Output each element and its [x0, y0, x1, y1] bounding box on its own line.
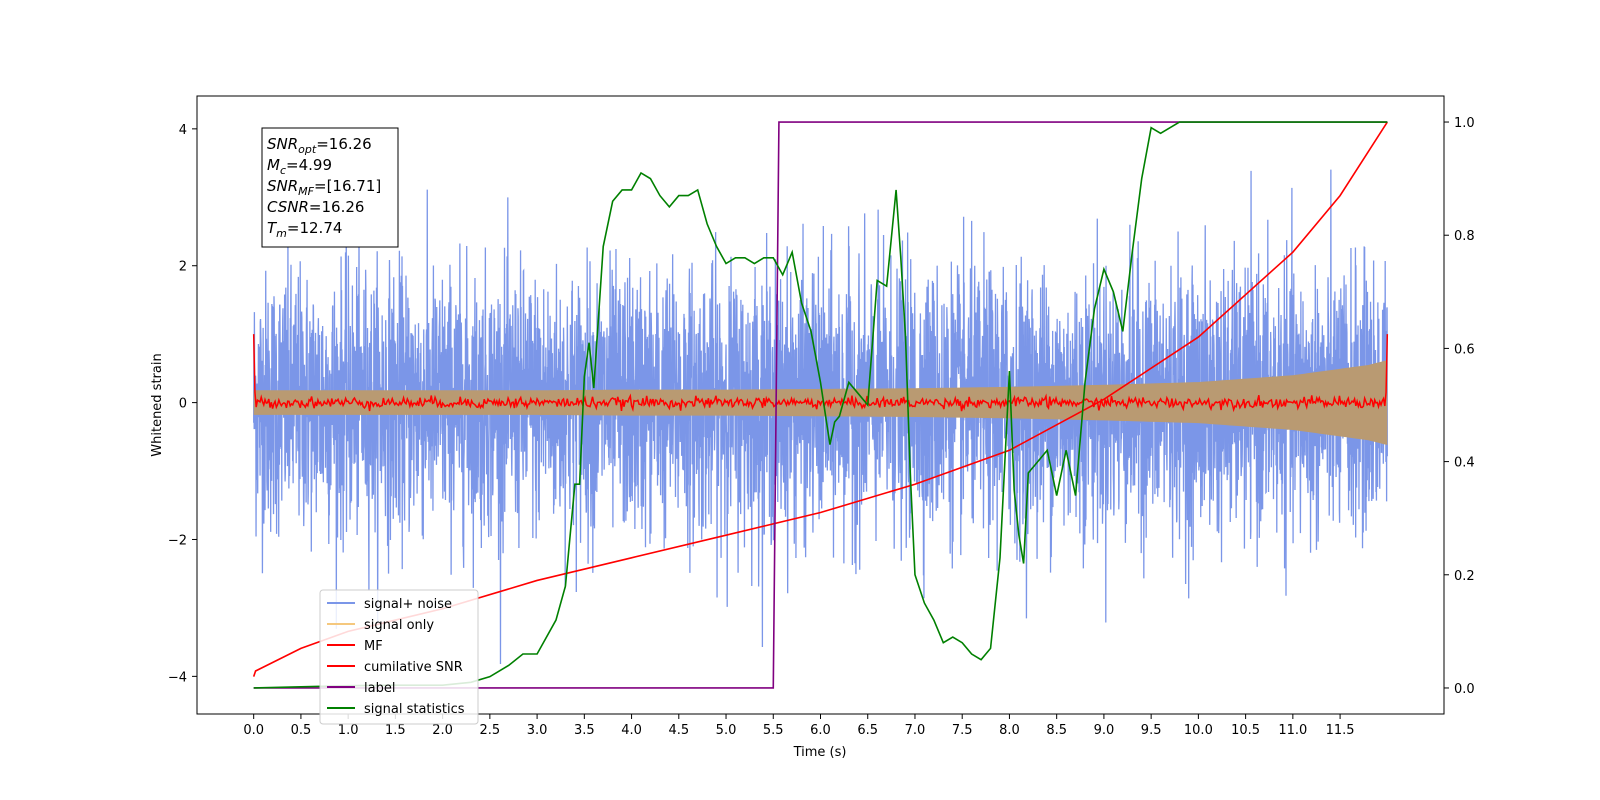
x-tick-label: 5.0: [716, 723, 737, 738]
y2-tick-label: 0.2: [1454, 569, 1475, 584]
legend-label-cumilative-snr: cumilative SNR: [364, 660, 463, 675]
legend-label-signal-noise: signal+ noise: [364, 597, 452, 612]
y2-tick-label: 0.6: [1454, 342, 1475, 357]
y-axis-right: 1.0 0.8 0.6 0.4 0.2 0.0: [1444, 116, 1475, 697]
x-tick-label: 0.0: [243, 723, 264, 738]
legend-frame: [319, 589, 479, 725]
x-tick-label: 10.0: [1184, 723, 1213, 738]
y2-tick-label: 0.4: [1454, 456, 1475, 471]
legend-label-signal-only: signal only: [364, 618, 434, 633]
x-tick-label: 11.0: [1278, 723, 1307, 738]
y2-tick-label: 0.8: [1454, 229, 1475, 244]
stats-line-snr-opt: SNRopt=16.26: [267, 135, 372, 156]
stats-box-frame: [261, 127, 399, 248]
stats-line-csnr-value: CSNR=16.26: [267, 198, 364, 216]
x-tick-label: 6.5: [857, 723, 878, 738]
x-tick-label: 2.5: [480, 723, 501, 738]
x-tick-label: 6.0: [810, 723, 831, 738]
x-axis: 0.0 0.5 1.0 1.5 2.0 2.5 3.0 3.5 4.0 4.5 5.0 5.5 6.0 6…: [243, 714, 1355, 738]
x-tick-label: 0.5: [291, 723, 312, 738]
x-tick-label: 10.5: [1231, 723, 1260, 738]
y-axis-label: Whitened strain: [150, 353, 165, 456]
series-mf-line: [252, 334, 1389, 413]
x-axis-label: Time (s): [793, 745, 847, 760]
series-label-line: [253, 121, 1388, 689]
stats-annotation-box: SNRopt=16.26Mc=4.99SNRMF=[16.71]CSNR=16.…: [261, 127, 399, 248]
x-tick-label: 4.0: [621, 723, 642, 738]
y-tick-label: −4: [168, 670, 187, 685]
y-axis-left: 4 2 0 −2 −4: [168, 123, 197, 685]
x-tick-label: 7.0: [905, 723, 926, 738]
x-tick-label: 5.5: [763, 723, 784, 738]
x-tick-label: 8.5: [1046, 723, 1067, 738]
x-tick-label: 1.5: [385, 723, 406, 738]
stats-line-m-c: Mc=4.99: [267, 156, 332, 177]
x-tick-label: 1.0: [338, 723, 359, 738]
series-signal-statistics-line: [253, 121, 1388, 689]
x-tick-label: 8.0: [999, 723, 1020, 738]
x-tick-label: 7.5: [952, 723, 973, 738]
legend-label-signal-statistics: signal statistics: [364, 702, 465, 717]
legend-label-label: label: [364, 681, 395, 696]
legend: signal+ noise signal only MF cumilative SNR…: [319, 589, 479, 725]
x-tick-label: 2.0: [432, 723, 453, 738]
series-signal-noise-line: [253, 169, 1388, 665]
y2-tick-label: 0.0: [1454, 682, 1475, 697]
series-signal-only-band: [253, 360, 1388, 446]
x-tick-label: 9.0: [1094, 723, 1115, 738]
y-tick-label: −2: [168, 533, 187, 548]
x-tick-label: 4.5: [668, 723, 689, 738]
legend-label-mf: MF: [364, 639, 383, 654]
y2-tick-label: 1.0: [1454, 116, 1475, 131]
y-tick-label: 0: [179, 397, 187, 412]
stats-line-t-m: Tm=12.74: [267, 219, 342, 240]
x-tick-label: 11.5: [1326, 723, 1355, 738]
y-tick-label: 4: [179, 123, 187, 138]
x-tick-label: 9.5: [1141, 723, 1162, 738]
stats-line-snr-mf: SNRMF=[16.71]: [267, 177, 381, 198]
y-tick-label: 2: [179, 260, 187, 275]
x-tick-label: 3.0: [527, 723, 548, 738]
x-tick-label: 3.5: [574, 723, 595, 738]
